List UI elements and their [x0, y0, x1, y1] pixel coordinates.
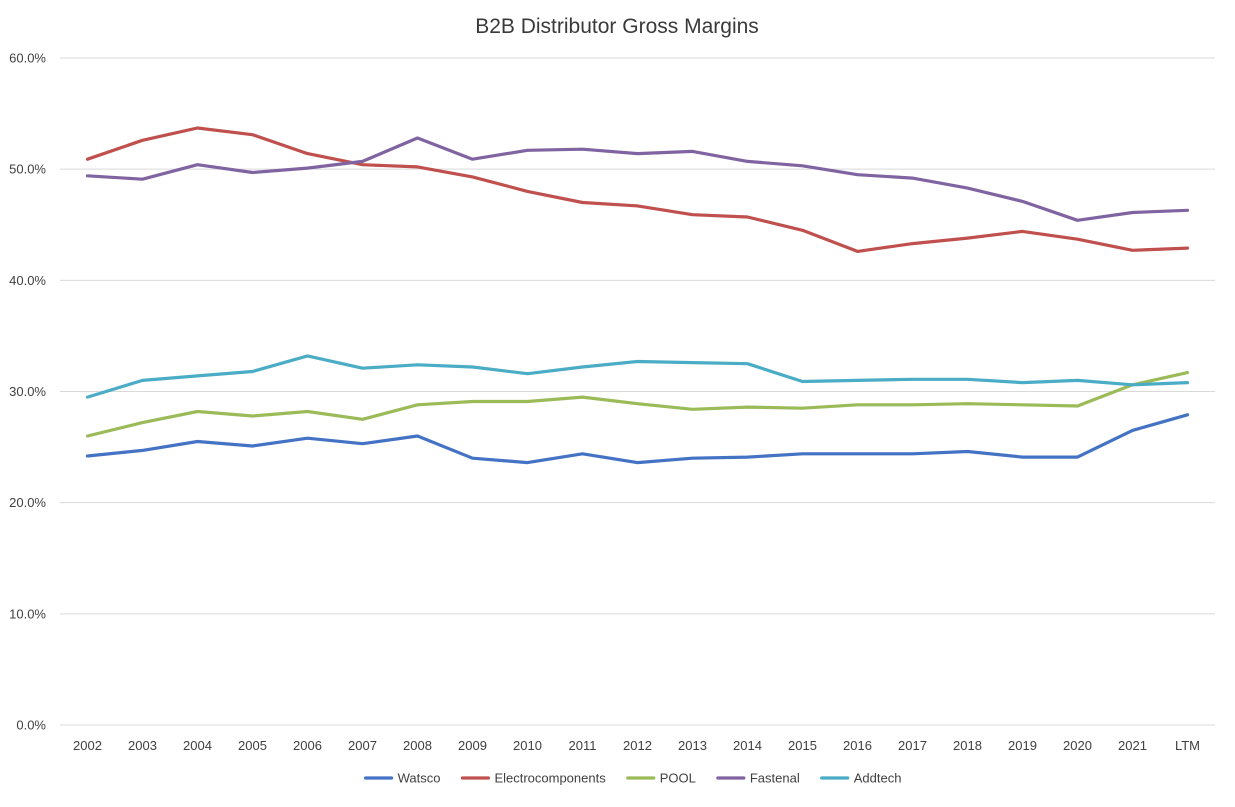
x-tick-label: 2018 [953, 738, 982, 753]
x-tick-label: 2009 [458, 738, 487, 753]
y-tick-label: 60.0% [9, 51, 46, 66]
x-tick-label: 2016 [843, 738, 872, 753]
legend-item-fastenal: Fastenal [716, 771, 800, 786]
x-tick-label: 2007 [348, 738, 377, 753]
legend-item-watsco: Watsco [363, 771, 441, 786]
y-tick-label: 40.0% [9, 273, 46, 288]
x-tick-label: 2020 [1063, 738, 1092, 753]
legend: Watsco Electrocomponents POOL Fastenal Addte… [363, 771, 902, 786]
x-tick-label: 2014 [733, 738, 762, 753]
gridlines [60, 57, 1215, 726]
legend-item-electrocomponents: Electrocomponents [460, 771, 606, 786]
series-line-fastenal [85, 136, 1190, 222]
x-tick-label: 2005 [238, 738, 267, 753]
legend-label: POOL [660, 771, 696, 786]
x-tick-label: 2011 [569, 738, 597, 753]
x-axis-ticks: 2002 2003 2004 2005 2006 2007 2008 2009 2010 2011… [73, 738, 1200, 753]
x-tick-label: 2019 [1008, 738, 1037, 753]
x-tick-label: LTM [1175, 738, 1200, 753]
legend-label: Fastenal [750, 771, 800, 786]
x-tick-label: 2003 [128, 738, 157, 753]
legend-item-pool: POOL [626, 771, 696, 786]
y-axis-ticks: 0.0% 10.0% 20.0% 30.0% 40.0% 50.0% 60.0% [9, 51, 46, 733]
legend-label: Electrocomponents [494, 771, 606, 786]
x-tick-label: 2010 [513, 738, 542, 753]
x-tick-label: 2004 [183, 738, 212, 753]
x-tick-label: 2008 [403, 738, 432, 753]
series-lines [85, 126, 1190, 465]
series-line-pool [85, 371, 1190, 438]
chart-title: B2B Distributor Gross Margins [475, 15, 759, 38]
x-tick-label: 2012 [623, 738, 652, 753]
x-tick-label: 2013 [678, 738, 707, 753]
x-tick-label: 2017 [898, 738, 927, 753]
y-tick-label: 30.0% [9, 384, 46, 399]
x-tick-label: 2006 [293, 738, 322, 753]
legend-item-addtech: Addtech [820, 771, 902, 786]
series-line-watsco [85, 413, 1190, 465]
series-line-electrocomponents [85, 126, 1190, 253]
y-tick-label: 20.0% [9, 495, 46, 510]
y-tick-label: 50.0% [9, 162, 46, 177]
x-tick-label: 2002 [73, 738, 102, 753]
legend-label: Watsco [398, 771, 441, 786]
legend-label: Addtech [854, 771, 902, 786]
y-tick-label: 10.0% [9, 606, 46, 621]
y-tick-label: 0.0% [16, 718, 46, 733]
x-tick-label: 2021 [1118, 738, 1147, 753]
x-tick-label: 2015 [788, 738, 817, 753]
series-line-addtech [85, 354, 1190, 399]
